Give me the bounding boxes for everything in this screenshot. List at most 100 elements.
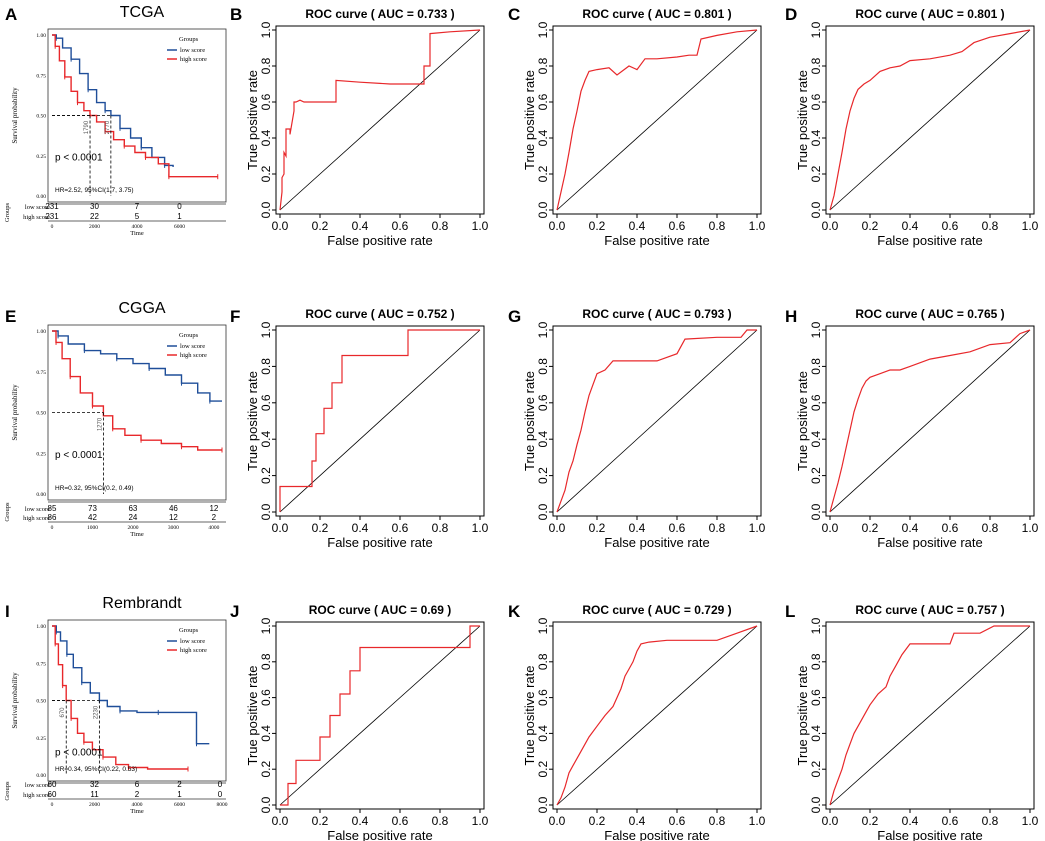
x-tick-label: 4000 xyxy=(132,224,143,230)
risk-value: 22 xyxy=(90,212,99,221)
x-tick-label: 0.6 xyxy=(392,219,409,233)
x-axis-label: False positive rate xyxy=(604,828,710,841)
x-axis-label: False positive rate xyxy=(327,233,433,248)
x-axis-label: False positive rate xyxy=(877,233,983,248)
chart-title: ROC curve ( AUC = 0.801 ) xyxy=(582,7,731,21)
roc-panel-G: 0.0 0.2 0.4 0.6 0.8 1.0 0.0 0.2 0.4 0.6 0.8 1.0 ROC … xyxy=(522,307,766,550)
x-tick-label: 1.0 xyxy=(749,814,766,828)
y-tick-label: 0.2 xyxy=(259,467,273,484)
y-axis-label: Survival probability xyxy=(11,672,19,729)
roc-panel-K: 0.0 0.2 0.4 0.6 0.8 1.0 0.0 0.2 0.4 0.6 0.8 1.0 ROC … xyxy=(522,603,766,841)
y-tick-label: 0.50 xyxy=(36,411,46,417)
median-label: 1790 xyxy=(84,120,90,134)
y-tick-label: 0.0 xyxy=(536,796,550,813)
chart-title: ROC curve ( AUC = 0.757 ) xyxy=(855,603,1004,617)
plot-frame xyxy=(275,621,485,810)
plot-frame xyxy=(275,325,485,517)
hazard-ratio: HR=0.34, 95%CI(0.22, 0.53) xyxy=(55,766,137,773)
x-tick-label: 0 xyxy=(51,802,54,808)
risk-value: 46 xyxy=(169,504,178,513)
panel-letter: G xyxy=(508,307,521,326)
y-tick-label: 0.8 xyxy=(259,57,273,74)
y-axis-label: True positive rate xyxy=(522,666,537,766)
x-tick-label: 0.8 xyxy=(709,219,726,233)
risk-value: 60 xyxy=(48,780,57,789)
plot-frame xyxy=(552,25,762,215)
y-tick-label: 0.6 xyxy=(536,93,550,110)
legend-label: low score xyxy=(180,343,205,350)
risk-row-label: high score xyxy=(23,792,50,799)
y-tick-label: 0.0 xyxy=(259,503,273,520)
y-tick-label: 0.2 xyxy=(809,165,823,182)
chart-title: CGGA xyxy=(118,300,165,317)
km-curve-high xyxy=(52,34,218,178)
y-tick-label: 0.6 xyxy=(809,93,823,110)
x-tick-label: 0.4 xyxy=(629,521,646,535)
x-tick-label: 0.0 xyxy=(272,814,289,828)
x-tick-label: 0.2 xyxy=(312,219,329,233)
x-tick-label: 0.4 xyxy=(629,219,646,233)
x-tick-label: 0.8 xyxy=(982,814,999,828)
x-axis-label: False positive rate xyxy=(877,828,983,841)
km-panel-E: CGGA 0.00 0.25 0.50 0.75 1.00 Survival probabi… xyxy=(4,300,227,538)
risk-title: Groups xyxy=(4,202,11,222)
risk-value: 86 xyxy=(48,513,57,522)
risk-value: 5 xyxy=(135,212,140,221)
roc-curve xyxy=(829,329,1031,513)
y-tick-label: 0.8 xyxy=(536,57,550,74)
y-tick-label: 1.0 xyxy=(259,21,273,38)
plot-frame xyxy=(47,324,227,501)
roc-curve xyxy=(829,625,1030,806)
y-tick-label: 0.4 xyxy=(809,725,823,742)
roc-panel-L: 0.0 0.2 0.4 0.6 0.8 1.0 0.0 0.2 0.4 0.6 0.8 1.0 ROC … xyxy=(795,603,1039,841)
x-tick-label: 3000 xyxy=(168,525,179,531)
km-curve-low xyxy=(52,625,210,745)
y-tick-label: 0.8 xyxy=(809,653,823,670)
x-tick-label: 0.4 xyxy=(629,814,646,828)
x-tick-label: 0.6 xyxy=(669,521,686,535)
legend-label: high score xyxy=(180,56,207,63)
x-tick-label: 0.6 xyxy=(942,814,959,828)
y-tick-label: 1.0 xyxy=(809,617,823,634)
y-tick-label: 0.2 xyxy=(259,761,273,778)
x-tick-label: 0.2 xyxy=(862,521,879,535)
risk-title: Groups xyxy=(4,781,11,801)
median-label: 1270 xyxy=(97,417,103,431)
panel-letter: D xyxy=(785,5,797,24)
y-axis-label: True positive rate xyxy=(795,371,810,471)
x-axis-label: Time xyxy=(130,230,144,237)
reference-diagonal xyxy=(829,625,1031,806)
y-tick-label: 0.8 xyxy=(536,653,550,670)
y-tick-label: 0.8 xyxy=(809,57,823,74)
y-tick-label: 0.6 xyxy=(259,394,273,411)
x-tick-label: 0.0 xyxy=(822,814,839,828)
x-tick-label: 6000 xyxy=(174,802,185,808)
roc-curve xyxy=(280,625,480,806)
roc-panel-F: 0.0 0.2 0.4 0.6 0.8 1.0 0.0 0.2 0.4 0.6 0.8 1.0 ROC … xyxy=(245,307,489,550)
x-tick-label: 1.0 xyxy=(1022,521,1039,535)
x-tick-label: 0.2 xyxy=(312,814,329,828)
x-tick-label: 1.0 xyxy=(472,814,489,828)
km-curve-low xyxy=(52,34,174,167)
y-tick-label: 0.4 xyxy=(809,129,823,146)
y-tick-label: 0.8 xyxy=(259,358,273,375)
plot-frame xyxy=(47,619,227,782)
x-tick-label: 2000 xyxy=(89,802,100,808)
y-axis-label: True positive rate xyxy=(522,70,537,170)
panel-letter: A xyxy=(5,5,17,24)
x-tick-label: 0.8 xyxy=(432,219,449,233)
hazard-ratio: HR=2.52, 95%CI(1.7, 3.75) xyxy=(55,187,134,194)
y-tick-label: 0.6 xyxy=(259,93,273,110)
legend-title: Groups xyxy=(179,36,199,43)
x-tick-label: 0.8 xyxy=(432,521,449,535)
panel-letter: I xyxy=(5,602,10,621)
y-tick-label: 0.4 xyxy=(259,129,273,146)
y-tick-label: 0.6 xyxy=(259,689,273,706)
y-tick-label: 0.8 xyxy=(536,358,550,375)
y-tick-label: 0.25 xyxy=(36,154,46,160)
y-tick-label: 0.50 xyxy=(36,114,46,120)
km-curve-low xyxy=(52,330,222,402)
y-axis-label: Survival probability xyxy=(11,384,19,441)
risk-row-label: low score xyxy=(25,204,50,211)
risk-value: 2 xyxy=(212,513,217,522)
